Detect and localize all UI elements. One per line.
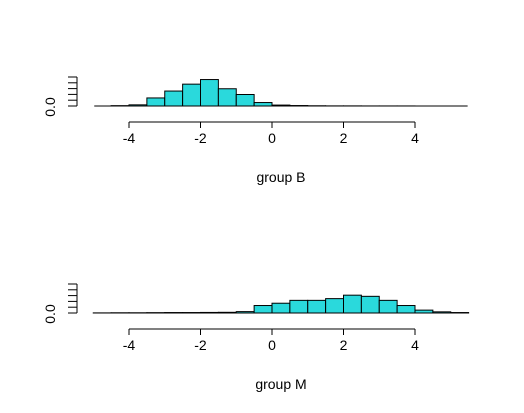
histogram-bar: [271, 104, 291, 107]
x-tick-label: 4: [411, 130, 419, 146]
histogram-bar: [360, 295, 380, 314]
histogram-bar: [432, 311, 452, 314]
x-tick-label: 0: [268, 130, 276, 146]
histogram-bar: [414, 309, 434, 314]
x-axis-label: group M: [255, 376, 306, 392]
x-tick-label: -2: [194, 130, 207, 146]
histogram-bar: [235, 311, 255, 314]
y-tick-label: 0.0: [42, 97, 58, 117]
histogram-bar: [271, 302, 291, 314]
histogram-bar: [217, 88, 237, 107]
histogram-panel-2: -4 -2 0 2 4 group M 0.0: [42, 283, 470, 392]
histogram-bar: [217, 311, 237, 314]
histogram-bar: [253, 305, 273, 314]
histogram-bar: [253, 102, 273, 107]
x-tick-label: -4: [123, 130, 136, 146]
histogram-bar: [343, 294, 362, 314]
x-tick-label: 0: [268, 337, 276, 353]
x-tick-label: 2: [340, 130, 348, 146]
histogram-bar: [200, 79, 219, 107]
x-axis-label: group B: [256, 169, 305, 185]
x-tick-label: -2: [194, 337, 207, 353]
x-tick-label: -4: [123, 337, 136, 353]
histogram-bar: [378, 299, 398, 314]
x-tick-label: 4: [411, 337, 419, 353]
y-tick-label: 0.0: [42, 304, 58, 324]
histogram-bar: [289, 299, 309, 314]
histogram-bar: [164, 90, 184, 107]
histogram-bar: [396, 305, 416, 314]
x-tick-label: 2: [340, 337, 348, 353]
histogram-panel-1: -4 -2 0 2 4 group B 0.0: [42, 76, 468, 185]
histogram-bar: [235, 94, 255, 107]
histogram-bar: [128, 104, 148, 107]
histogram-bar: [182, 83, 201, 107]
histogram-bar: [325, 298, 344, 314]
histogram-bar: [307, 299, 327, 314]
histogram-bar: [146, 97, 166, 107]
histogram-bar: [200, 311, 219, 314]
